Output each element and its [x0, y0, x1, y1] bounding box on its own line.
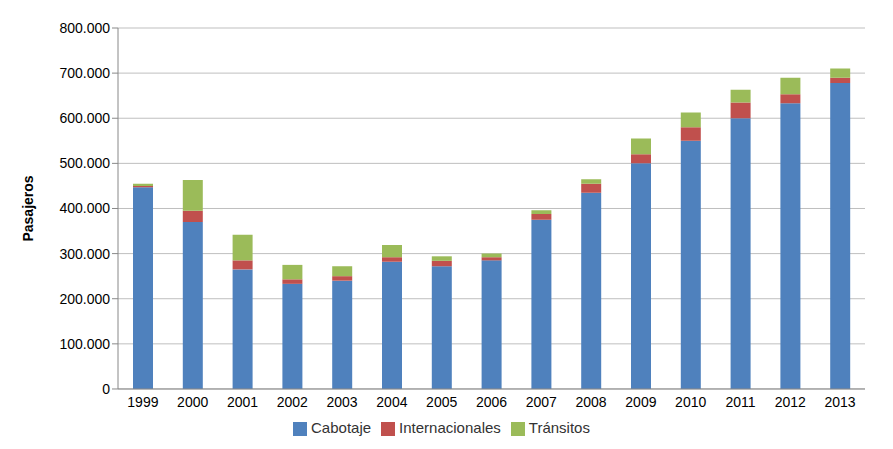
svg-text:100.000: 100.000 — [59, 336, 110, 352]
html-text:Cabotaje: Cabotaje — [311, 419, 372, 436]
svg-text:800.000: 800.000 — [59, 20, 110, 36]
svg-text:2004: 2004 — [376, 394, 407, 410]
svg-text:400.000: 400.000 — [59, 200, 110, 216]
svg-text:2010: 2010 — [675, 394, 706, 410]
svg-text:2012: 2012 — [775, 394, 806, 410]
svg-text:600.000: 600.000 — [59, 110, 110, 126]
svg-text:2007: 2007 — [526, 394, 557, 410]
svg-text:700.000: 700.000 — [59, 65, 110, 81]
svg-text:0: 0 — [102, 381, 110, 397]
svg-text:2002: 2002 — [277, 394, 308, 410]
svg-text:2011: 2011 — [725, 394, 755, 410]
svg-text:1999: 1999 — [127, 394, 158, 410]
html-text:Tránsitos: Tránsitos — [528, 419, 590, 436]
svg-text:2009: 2009 — [625, 394, 656, 410]
svg-text:2003: 2003 — [327, 394, 358, 410]
svg-text:300.000: 300.000 — [59, 246, 110, 262]
svg-text:2001: 2001 — [227, 394, 258, 410]
svg-text:500.000: 500.000 — [59, 155, 110, 171]
svg-text:2006: 2006 — [476, 394, 507, 410]
html-text:Internacionales: Internacionales — [399, 419, 501, 436]
svg-text:2000: 2000 — [177, 394, 208, 410]
svg-text:2008: 2008 — [576, 394, 607, 410]
svg-text:2005: 2005 — [426, 394, 457, 410]
svg-text:Pasajeros: Pasajeros — [20, 175, 36, 241]
svg-text:200.000: 200.000 — [59, 291, 110, 307]
svg-text:2013: 2013 — [825, 394, 856, 410]
